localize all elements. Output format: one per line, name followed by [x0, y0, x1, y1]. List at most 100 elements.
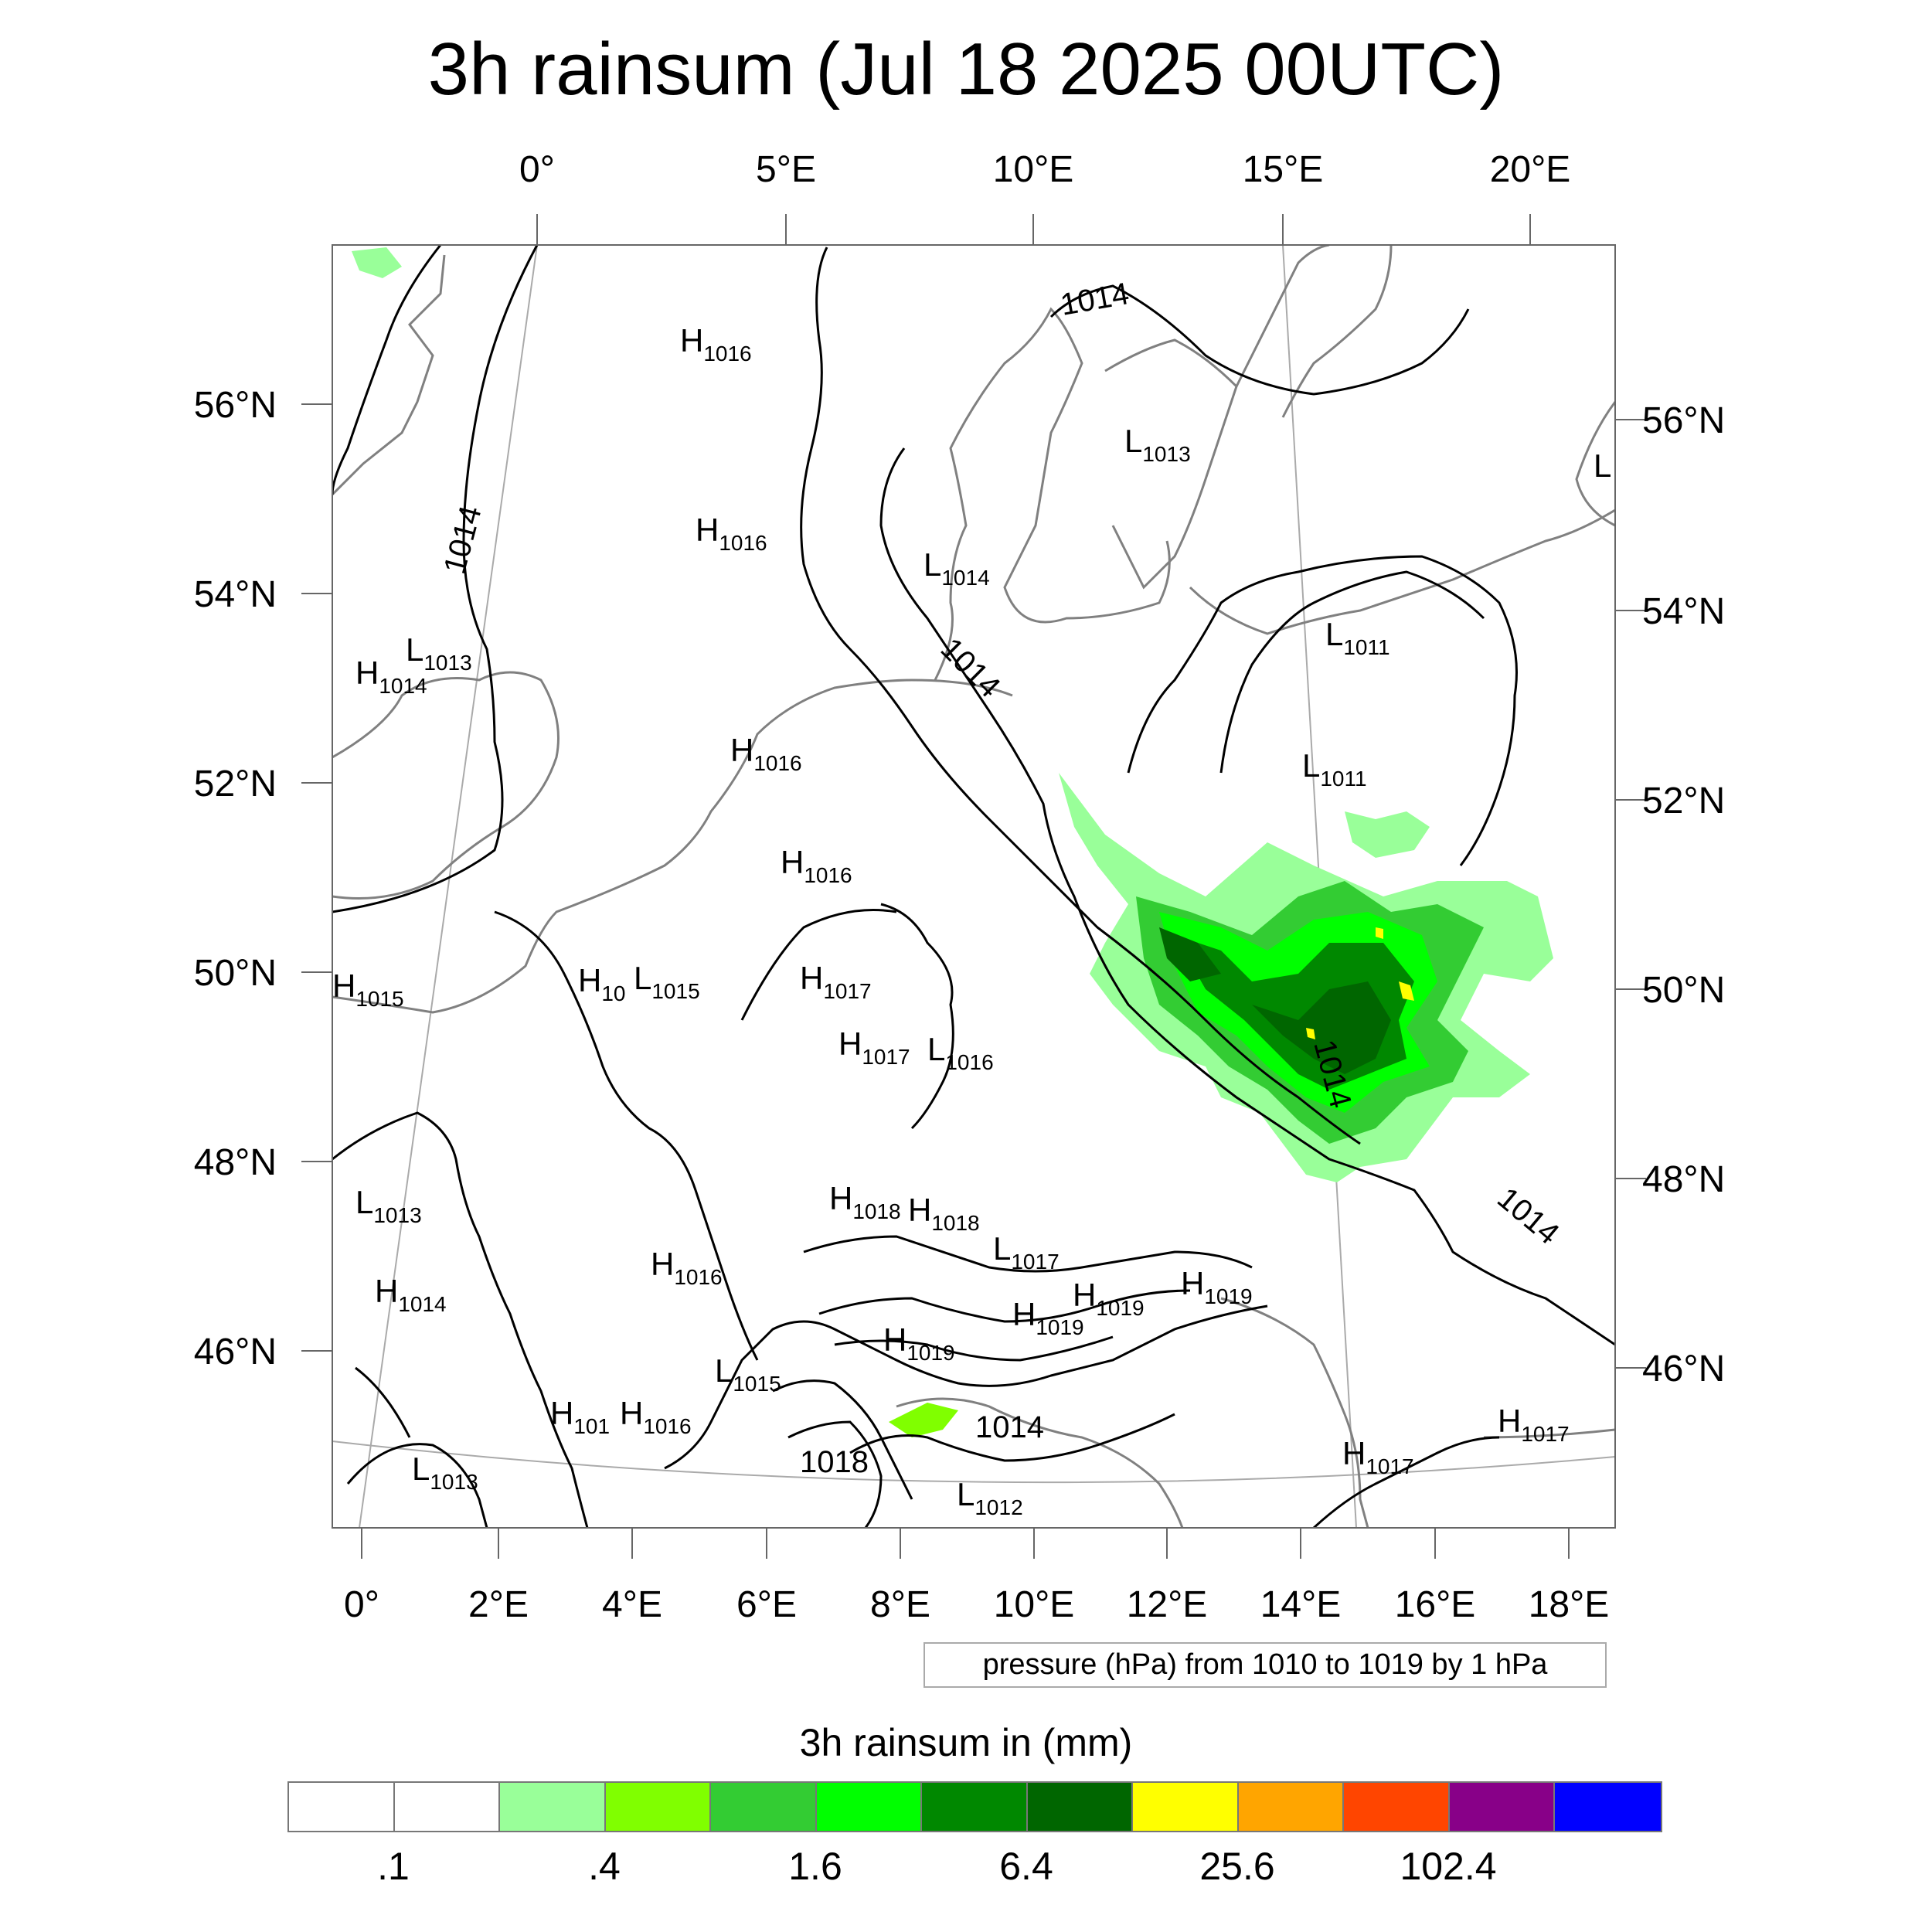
colorbar-swatch	[1238, 1783, 1344, 1831]
colorbar-label: 25.6	[1199, 1845, 1275, 1888]
pressure-centers: H1016H1016L1013L1014L1011L1011L1013H1014…	[332, 322, 1611, 1519]
top-longitude-labels: 0° 5°E 10°E 15°E 20°E	[519, 149, 1570, 190]
rain-area-light-north	[1345, 811, 1430, 858]
rain-area-peak	[1399, 981, 1414, 1001]
colorbar	[287, 1781, 1662, 1832]
isobars	[332, 245, 1615, 1528]
colorbar-swatch	[500, 1783, 606, 1831]
isobar-label: 1014	[975, 1410, 1044, 1444]
colorbar-label: 102.4	[1400, 1845, 1497, 1888]
rain-area-light-uk	[352, 247, 402, 278]
high-pressure-center: H1018	[908, 1192, 980, 1235]
tick-marks	[301, 214, 1646, 1559]
tick-label: 18°E	[1529, 1584, 1610, 1625]
right-latitude-labels: 56°N 54°N 52°N 50°N 48°N 46°N	[1642, 400, 1725, 1389]
high-pressure-center: H1017	[1342, 1435, 1414, 1478]
tick-label: 20°E	[1490, 149, 1571, 190]
tick-label: 6°E	[736, 1584, 797, 1625]
tick-label: 56°N	[1642, 400, 1725, 441]
high-pressure-center: H1016	[680, 322, 752, 366]
legend-title: 3h rainsum in (mm)	[799, 1721, 1133, 1764]
bottom-longitude-labels: 0° 2°E 4°E 6°E 8°E 10°E 12°E 14°E 16°E 1…	[344, 1584, 1609, 1625]
high-pressure-center: H1017	[838, 1026, 910, 1069]
high-pressure-center: H1016	[730, 732, 802, 775]
low-pressure-center: L1011	[1302, 747, 1367, 791]
low-pressure-center: L1017	[993, 1230, 1060, 1274]
rain-area-darkest	[1252, 981, 1391, 1074]
tick-label: 50°N	[1642, 970, 1725, 1011]
rain-area-peak-2	[1306, 1028, 1315, 1039]
colorbar-swatch	[1449, 1783, 1555, 1831]
tick-label: 48°N	[194, 1142, 277, 1183]
tick-label: 54°N	[1642, 591, 1725, 632]
tick-label: 15°E	[1243, 149, 1324, 190]
low-pressure-center: L1013	[355, 1184, 422, 1227]
low-pressure-center: L1013	[406, 631, 472, 675]
low-pressure-center: L1015	[634, 960, 700, 1003]
colorbar-swatch	[1555, 1783, 1661, 1831]
colorbar-swatch	[1027, 1783, 1133, 1831]
colorbar-swatch	[394, 1783, 500, 1831]
low-pressure-center: L1016	[927, 1031, 994, 1074]
tick-label: 10°E	[993, 149, 1074, 190]
high-pressure-center: H1019	[1012, 1296, 1084, 1339]
high-pressure-center: H1018	[829, 1180, 901, 1223]
tick-label: 54°N	[194, 574, 277, 615]
high-pressure-center: H1017	[800, 960, 872, 1003]
tick-label: 0°	[344, 1584, 379, 1625]
map-title: 3h rainsum (Jul 18 2025 00UTC)	[427, 28, 1505, 111]
low-pressure-center: L1013	[1124, 423, 1191, 466]
colorbar-label: 1.6	[788, 1845, 842, 1888]
low-pressure-center: L1014	[923, 546, 990, 590]
colorbar-swatch	[289, 1783, 395, 1831]
tick-label: 0°	[519, 149, 555, 190]
high-pressure-center: H1015	[332, 968, 404, 1011]
low-pressure-center: L1015	[715, 1352, 781, 1396]
high-pressure-center: H1014	[375, 1273, 447, 1316]
colorbar-swatch	[1344, 1783, 1450, 1831]
tick-label: 2°E	[468, 1584, 529, 1625]
colorbar-swatch	[816, 1783, 922, 1831]
tick-label: 16°E	[1395, 1584, 1476, 1625]
rain-area-peak-3	[1376, 927, 1383, 939]
map-frame	[332, 245, 1615, 1528]
high-pressure-center: H1016	[696, 512, 767, 555]
tick-label: 4°E	[602, 1584, 662, 1625]
tick-label: 56°N	[194, 385, 277, 426]
colorbar-label: .1	[377, 1845, 410, 1888]
colorbar-swatch	[1133, 1783, 1239, 1831]
low-pressure-center: L	[1594, 447, 1611, 484]
tick-label: 48°N	[1642, 1159, 1725, 1200]
high-pressure-center: H1014	[355, 655, 427, 698]
high-pressure-center: H1019	[883, 1321, 955, 1365]
tick-label: 50°N	[194, 953, 277, 994]
tick-label: 46°N	[1642, 1349, 1725, 1389]
high-pressure-center: H101	[550, 1395, 610, 1438]
left-latitude-labels: 56°N 54°N 52°N 50°N 48°N 46°N	[194, 385, 277, 1372]
colorbar-swatch	[922, 1783, 1028, 1831]
tick-label: 12°E	[1127, 1584, 1208, 1625]
high-pressure-center: H10	[578, 962, 626, 1005]
low-pressure-center: L1012	[957, 1476, 1023, 1519]
colorbar-label: 6.4	[999, 1845, 1053, 1888]
isobar-label: 1018	[800, 1445, 869, 1479]
high-pressure-center: H1019	[1073, 1277, 1145, 1320]
tick-label: 52°N	[1642, 781, 1725, 821]
contour-info-box: pressure (hPa) from 1010 to 1019 by 1 hP…	[923, 1642, 1607, 1688]
rain-area-light-alps	[889, 1403, 958, 1437]
tick-label: 46°N	[194, 1332, 277, 1372]
tick-label: 14°E	[1260, 1584, 1342, 1625]
colorbar-swatch	[711, 1783, 817, 1831]
tick-label: 52°N	[194, 764, 277, 804]
colorbar-label: .4	[588, 1845, 621, 1888]
low-pressure-center: L1013	[412, 1451, 478, 1494]
rain-field	[352, 247, 1553, 1437]
tick-label: 10°E	[994, 1584, 1075, 1625]
rain-area-darkest-2	[1159, 927, 1221, 981]
colorbar-swatch	[605, 1783, 711, 1831]
high-pressure-center: H1017	[1498, 1403, 1570, 1446]
map-border	[332, 244, 1616, 1529]
high-pressure-center: H1019	[1181, 1265, 1253, 1308]
tick-label: 8°E	[870, 1584, 930, 1625]
